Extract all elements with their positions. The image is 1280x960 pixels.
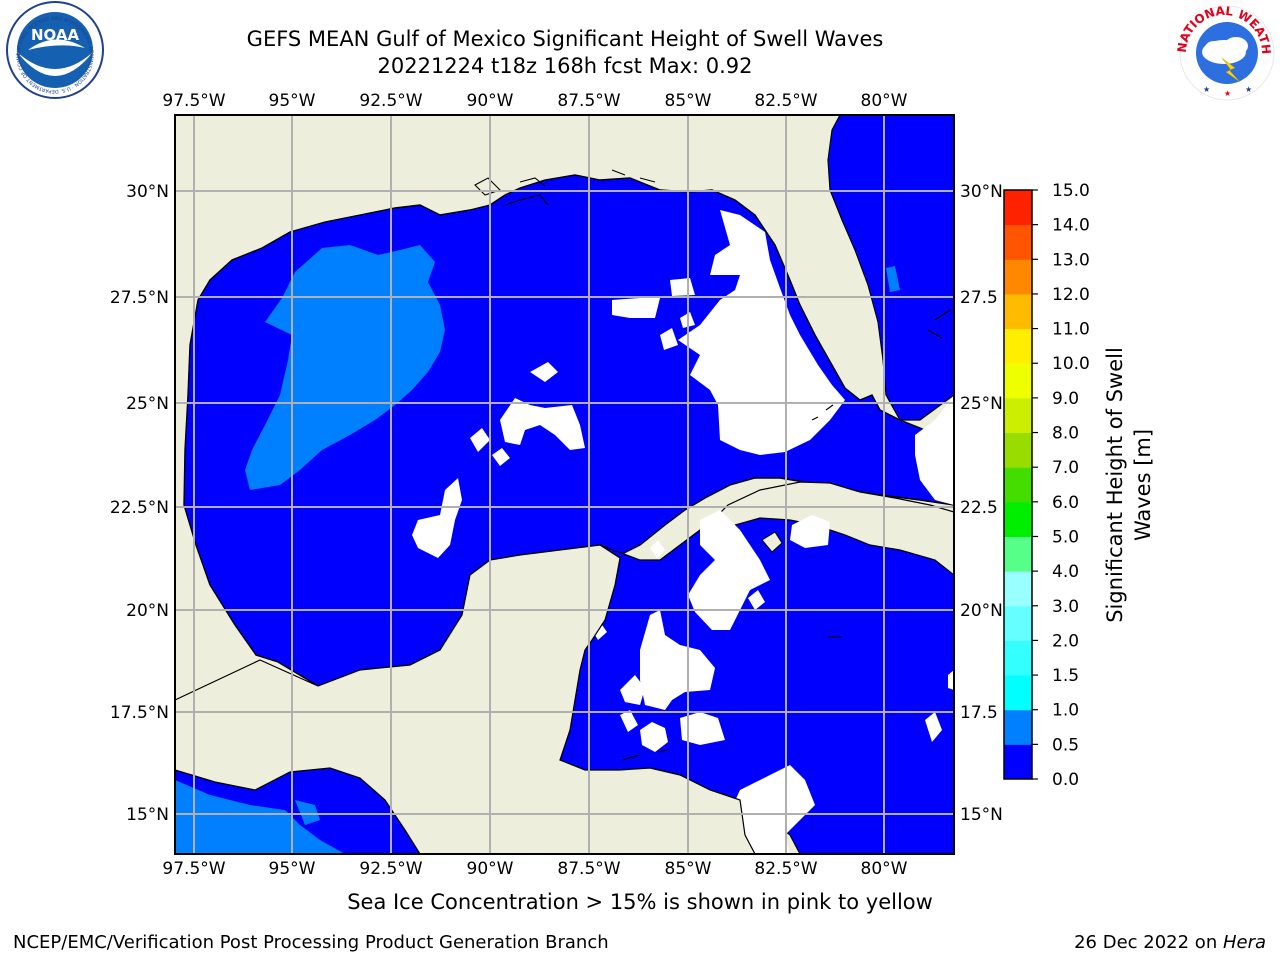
date-text: 26 Dec 2022 on (1074, 932, 1223, 953)
lon-label: 90°W (467, 91, 514, 111)
colorbar-tick-label: 13.0 (1052, 250, 1090, 270)
colorbar-tick-label: 11.0 (1052, 320, 1090, 340)
lon-label: 95°W (269, 859, 316, 879)
lon-label: 92.5°W (359, 859, 422, 879)
lat-label: 22.5°N (110, 498, 169, 518)
lat-label: 30°N (960, 182, 1003, 202)
map-title: GEFS MEAN Gulf of Mexico Significant Hei… (246, 27, 884, 51)
isle-of-youth (761, 531, 783, 553)
lon-label: 85°W (665, 91, 712, 111)
colorbar-swatch (1004, 328, 1032, 364)
credit-text: NCEP/EMC/Verification Post Processing Pr… (13, 932, 609, 953)
lon-label: 87.5°W (557, 859, 620, 879)
lon-label: 87.5°W (557, 91, 620, 111)
colorbar-tick-label: 12.0 (1052, 285, 1090, 305)
lon-label: 82.5°W (754, 91, 817, 111)
lon-labels-top: 97.5°W 95°W 92.5°W 90°W 87.5°W 85°W 82.5… (162, 91, 907, 111)
colorbar-swatch (1004, 259, 1032, 295)
colorbar-tick-label: 1.0 (1052, 701, 1079, 721)
lat-label: 20°N (126, 601, 169, 621)
map-panel (175, 115, 954, 854)
cuba (707, 481, 954, 576)
host-name: Hera (1222, 932, 1266, 953)
swell-0.5-1.0-atlantic (886, 266, 900, 292)
colorbar-tick-label: 0.0 (1052, 770, 1079, 790)
colorbar-frame (1003, 189, 1033, 780)
map-frame (174, 114, 955, 855)
white-patches (412, 210, 954, 854)
lon-label: 82.5°W (754, 859, 817, 879)
lat-label: 30°N (126, 182, 169, 202)
star-icon: ★ (1245, 85, 1252, 94)
colorbar-tick-label: 2.0 (1052, 631, 1079, 651)
colorbar-tick-label: 4.0 (1052, 562, 1079, 582)
colorbar-swatch (1004, 605, 1032, 641)
yucatan (175, 544, 756, 854)
lat-label: 25°N (960, 394, 1003, 414)
colorbar-swatch (1004, 640, 1032, 676)
noaa-logo: NOAA NATIONAL OCEANIC AND ATMOSPHERIC AD… (0, 0, 104, 99)
lat-label: 15°N (126, 805, 169, 825)
star-icon: ★ (1203, 85, 1210, 94)
lon-label: 85°W (665, 859, 712, 879)
colorbar: 0.0 0.5 1.0 1.5 2.0 3.0 4.0 5.0 6.0 7.0 8.0 9.0 10.0… (1003, 181, 1090, 790)
colorbar-tick-label: 15.0 (1052, 181, 1090, 201)
lat-label: 27.5°N (110, 288, 169, 308)
lat-label: 22.5 (960, 498, 998, 518)
map-subtitle: 20221224 t18z 168h fcst Max: 0.92 (377, 54, 753, 78)
star-icon: ★ (1224, 89, 1231, 98)
lat-label: 27.5 (960, 288, 998, 308)
lat-label: 25°N (126, 394, 169, 414)
lat-label: 17.5°N (110, 703, 169, 723)
colorbar-tick-label: 0.5 (1052, 735, 1079, 755)
lat-labels-left: 30°N 27.5°N 25°N 22.5°N 20°N 17.5°N 15°N (110, 182, 169, 825)
sea-ice-note: Sea Ice Concentration > 15% is shown in … (347, 890, 933, 914)
lon-label: 92.5°W (359, 91, 422, 111)
colorbar-tick-label: 3.0 (1052, 597, 1079, 617)
colorbar-swatch (1004, 501, 1032, 537)
colorbar-tick-label: 10.0 (1052, 354, 1090, 374)
date-stamp: 26 Dec 2022 on Hera (1074, 932, 1266, 953)
colorbar-tick-label: 5.0 (1052, 527, 1079, 547)
swell-0.5-1.0-pacific-2 (295, 800, 320, 825)
colorbar-swatch (1004, 363, 1032, 399)
lon-label: 95°W (269, 91, 316, 111)
colorbar-swatch (1004, 675, 1032, 711)
nws-logo: NATIONAL WEATHER SERVICE ★ ★ ★ (0, 0, 1275, 101)
lon-label: 97.5°W (162, 91, 225, 111)
nws-ring-text: NATIONAL WEATHER SERVICE (0, 0, 1273, 55)
lon-label: 97.5°W (162, 859, 225, 879)
lat-labels-right: 30°N 27.5 25°N 22.5 20°N 17.5 15°N (960, 182, 1003, 825)
lat-label: 20°N (960, 601, 1003, 621)
colorbar-label: Significant Height of Swell (1103, 347, 1127, 623)
colorbar-tick-label: 8.0 (1052, 424, 1079, 444)
lon-label: 90°W (467, 859, 514, 879)
colorbar-swatch (1004, 397, 1032, 434)
colorbar-tick-label: 7.0 (1052, 458, 1079, 478)
colorbar-swatch (1004, 224, 1032, 260)
swell-0.5-1.0-gulf (245, 245, 445, 490)
lon-label: 80°W (861, 859, 908, 879)
colorbar-swatch (1004, 571, 1032, 607)
colorbar-swatch (1004, 467, 1032, 503)
colorbar-swatch (1004, 536, 1032, 572)
colorbar-tick-label: 14.0 (1052, 216, 1090, 236)
colorbar-tick-label: 9.0 (1052, 389, 1079, 409)
colorbar-swatch (1004, 190, 1032, 226)
colorbar-swatch (1004, 709, 1032, 745)
colorbar-tick-label: 1.5 (1052, 666, 1079, 686)
noaa-logo-text: NOAA (31, 26, 80, 44)
colorbar-swatch (1004, 432, 1032, 468)
lon-label: 80°W (861, 91, 908, 111)
lon-labels-bottom: 97.5°W 95°W 92.5°W 90°W 87.5°W 85°W 82.5… (162, 859, 907, 879)
colorbar-label-units: Waves [m] (1131, 429, 1155, 541)
graticule (175, 115, 954, 854)
colorbar-swatch (1004, 293, 1032, 330)
lat-label: 15°N (960, 805, 1003, 825)
colorbar-tick-label: 6.0 (1052, 493, 1079, 513)
colorbar-swatch (1004, 744, 1032, 780)
lat-label: 17.5 (960, 703, 998, 723)
swell-0.5-1.0-pacific (175, 780, 345, 854)
